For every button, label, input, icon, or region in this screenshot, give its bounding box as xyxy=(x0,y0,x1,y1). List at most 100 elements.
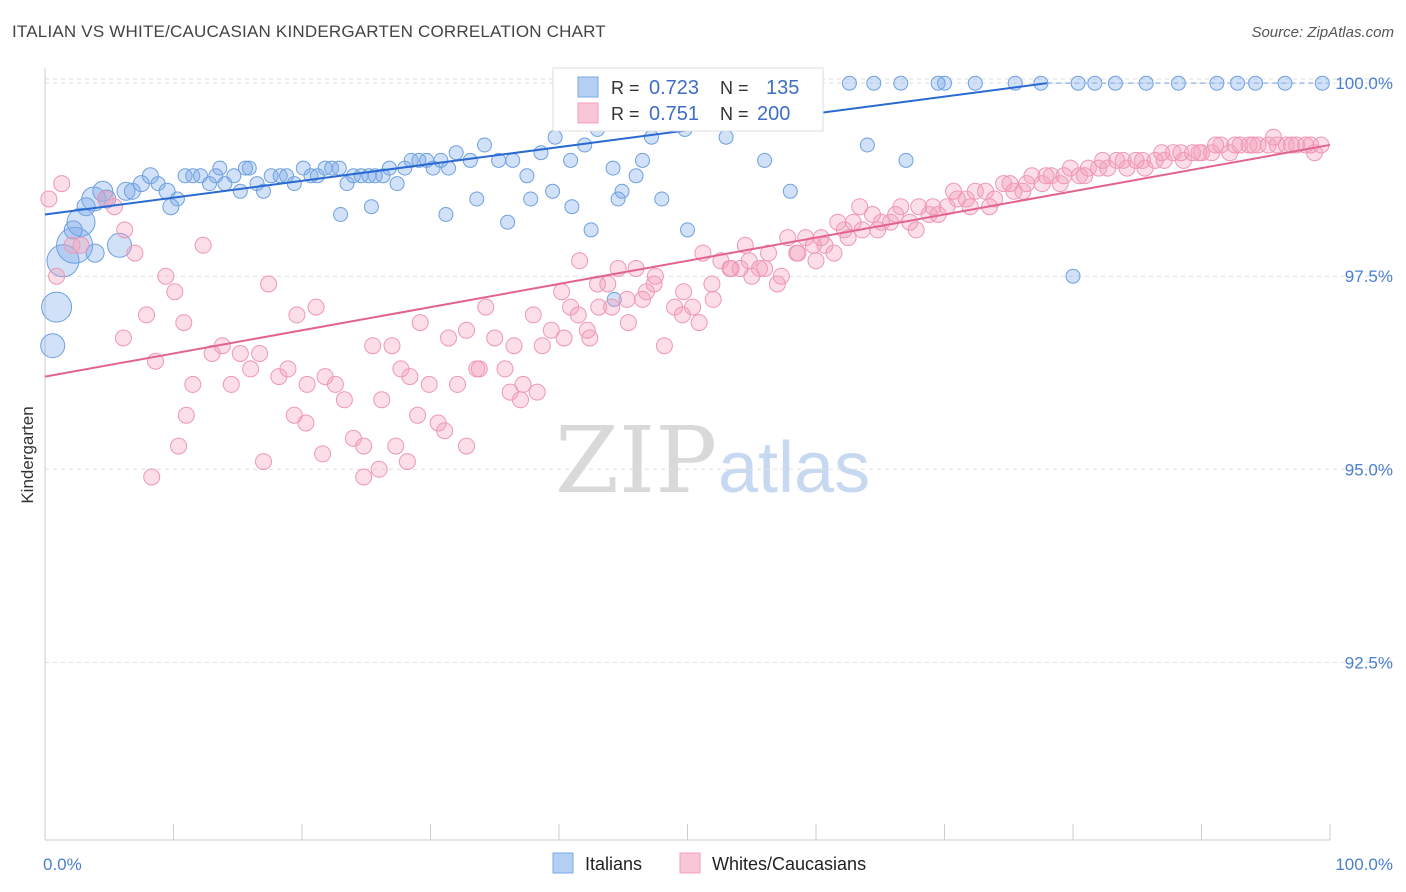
point-whites xyxy=(1190,144,1208,162)
point-italians xyxy=(389,176,405,192)
point-whites xyxy=(436,422,454,440)
point-italians xyxy=(469,191,485,207)
point-whites xyxy=(829,213,847,231)
point-italians xyxy=(610,191,626,207)
source-credit: Source: ZipAtlas.com xyxy=(1251,24,1394,41)
point-whites xyxy=(288,306,306,324)
point-whites xyxy=(807,252,825,270)
point-whites xyxy=(945,182,962,200)
point-italians xyxy=(41,291,73,323)
trendlines xyxy=(44,82,1331,378)
point-italians xyxy=(438,207,454,222)
point-whites xyxy=(222,375,240,393)
point-italians xyxy=(937,75,952,91)
point-whites xyxy=(383,337,401,355)
point-italians xyxy=(583,222,599,238)
legend-n-label-whites: N = xyxy=(720,104,749,124)
point-whites xyxy=(555,329,573,347)
point-italians xyxy=(76,197,96,217)
point-whites xyxy=(542,321,560,339)
point-whites xyxy=(675,283,693,301)
y-tick-label: 97.5% xyxy=(1345,267,1393,286)
point-whites xyxy=(1018,175,1036,193)
point-whites xyxy=(768,275,786,293)
point-whites xyxy=(1153,144,1171,162)
point-italians xyxy=(718,129,734,145)
point-italians xyxy=(226,168,242,184)
point-whites xyxy=(40,190,58,208)
legend-n-label-italians: N = xyxy=(720,78,749,98)
watermark-zip: ZIP xyxy=(555,407,717,514)
point-whites xyxy=(458,437,475,455)
point-whites xyxy=(496,360,514,378)
point-whites xyxy=(355,468,373,486)
point-italians xyxy=(411,152,427,168)
point-italians xyxy=(893,75,909,91)
point-whites xyxy=(364,337,382,355)
point-whites xyxy=(924,198,942,216)
legend-r-label-whites: R = xyxy=(611,104,640,124)
point-whites xyxy=(1283,136,1300,154)
point-whites xyxy=(772,267,790,285)
point-italians xyxy=(232,183,248,199)
point-whites xyxy=(48,267,66,285)
point-whites xyxy=(138,306,155,324)
point-italians xyxy=(563,152,579,168)
trendline-italians xyxy=(44,82,1048,216)
legend-r-value-whites: 0.751 xyxy=(649,103,699,125)
point-whites xyxy=(1207,136,1225,154)
point-whites xyxy=(673,306,691,324)
point-whites xyxy=(743,267,761,285)
point-whites xyxy=(53,175,71,193)
point-whites xyxy=(1249,136,1267,154)
bottom-legend-swatch-italians xyxy=(552,852,574,874)
watermark: ZIP atlas xyxy=(555,407,870,514)
point-whites xyxy=(634,290,651,308)
point-whites xyxy=(618,290,636,308)
point-whites xyxy=(869,221,887,239)
point-italians xyxy=(286,176,302,192)
point-whites xyxy=(1240,136,1258,154)
point-italians xyxy=(505,152,521,168)
point-whites xyxy=(242,360,260,378)
point-whites xyxy=(486,329,504,347)
legend-n-value-italians: 135 xyxy=(766,77,799,99)
point-whites xyxy=(1268,136,1286,154)
point-whites xyxy=(645,275,663,293)
series-legend: Italians Whites/Caucasians xyxy=(552,852,866,874)
point-whites xyxy=(458,321,475,339)
point-whites xyxy=(619,314,637,332)
point-whites xyxy=(655,337,673,355)
bottom-legend-swatch-whites xyxy=(679,852,701,874)
point-whites xyxy=(524,306,542,324)
point-italians xyxy=(605,160,621,176)
trendline-whites xyxy=(44,143,1331,378)
point-whites xyxy=(1114,151,1132,169)
point-italians xyxy=(339,176,355,192)
y-tick-label: 100.0% xyxy=(1335,74,1393,93)
point-whites xyxy=(114,329,132,347)
legend-swatch-italians xyxy=(577,76,599,98)
point-whites xyxy=(528,383,546,401)
point-italians xyxy=(680,222,695,238)
point-whites xyxy=(553,283,571,301)
point-italians xyxy=(519,168,535,184)
point-whites xyxy=(1172,144,1190,162)
point-whites xyxy=(1265,128,1282,146)
point-whites xyxy=(260,275,278,293)
point-italians xyxy=(545,183,561,199)
point-italians xyxy=(162,198,180,216)
point-whites xyxy=(355,437,373,455)
point-italians xyxy=(930,75,946,91)
point-italians xyxy=(85,243,105,263)
point-whites xyxy=(298,375,316,393)
chart-title: ITALIAN VS WHITE/CAUCASIAN KINDERGARTEN … xyxy=(12,22,606,41)
point-whites xyxy=(1051,175,1069,193)
point-italians xyxy=(866,75,882,91)
point-whites xyxy=(279,360,297,378)
point-italians xyxy=(324,160,340,176)
point-whites xyxy=(907,221,925,239)
point-whites xyxy=(1226,136,1244,154)
point-italians xyxy=(331,160,347,176)
